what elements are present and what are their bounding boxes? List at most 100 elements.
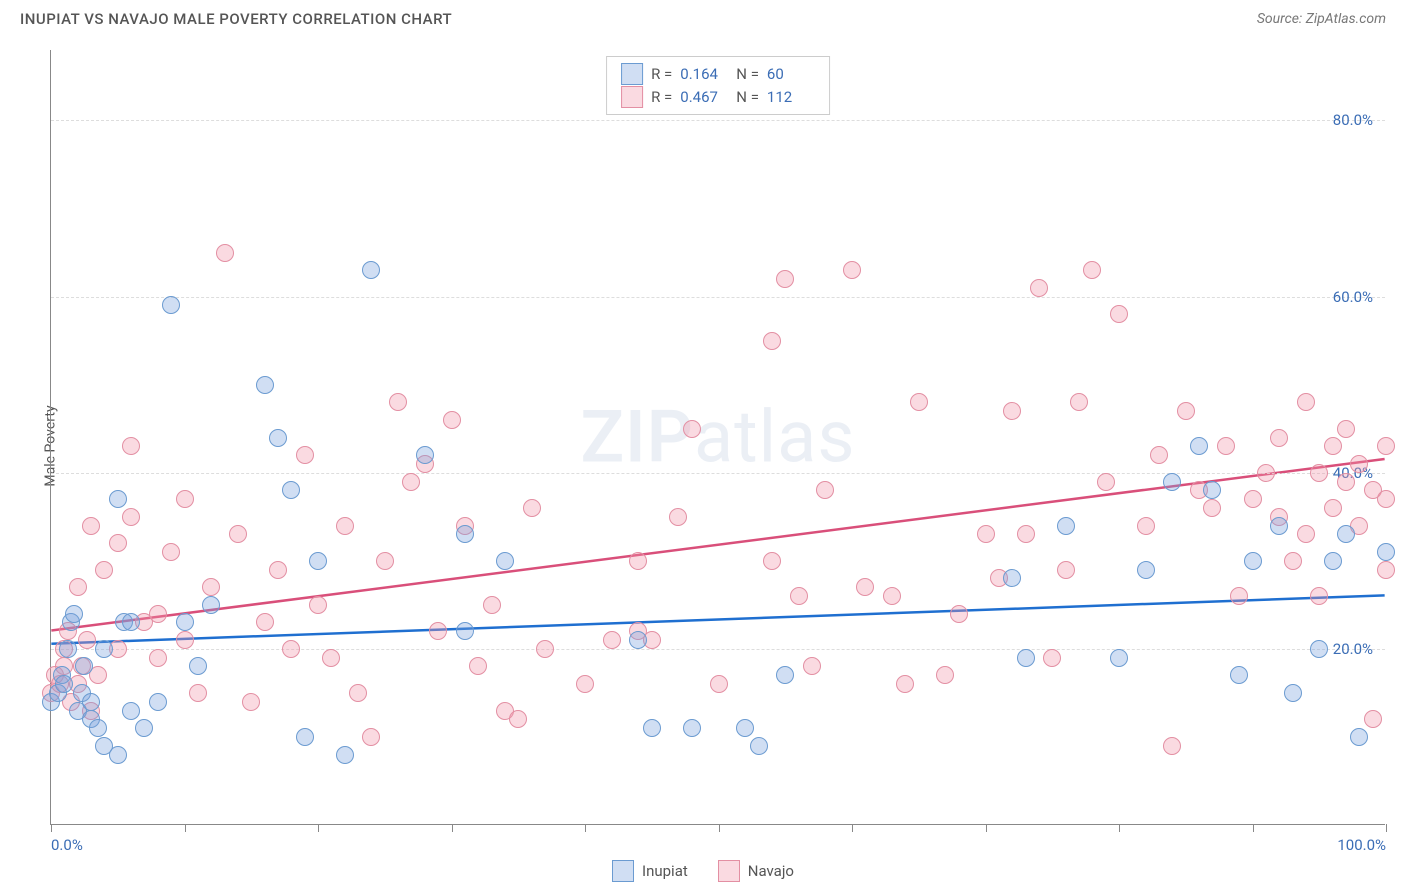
scatter-point-navajo [509,710,527,728]
scatter-point-inupiat [1230,666,1248,684]
scatter-point-inupiat [296,728,314,746]
scatter-point-navajo [1324,437,1342,455]
scatter-point-navajo [669,508,687,526]
scatter-point-inupiat [736,719,754,737]
scatter-point-navajo [269,561,287,579]
scatter-point-navajo [122,437,140,455]
scatter-point-inupiat [176,613,194,631]
scatter-point-inupiat [629,631,647,649]
scatter-point-navajo [977,525,995,543]
scatter-point-inupiat [776,666,794,684]
scatter-point-navajo [78,631,96,649]
scatter-point-navajo [910,393,928,411]
xtick [719,824,720,832]
series-legend: Inupiat Navajo [612,860,794,882]
scatter-point-navajo [122,508,140,526]
scatter-point-inupiat [1017,649,1035,667]
legend-label-inupiat: Inupiat [642,862,688,880]
scatter-point-inupiat [1377,543,1395,561]
scatter-point-inupiat [456,525,474,543]
scatter-point-inupiat [75,657,93,675]
xtick [185,824,186,832]
scatter-point-inupiat [1350,728,1368,746]
scatter-point-navajo [109,534,127,552]
scatter-point-navajo [1297,525,1315,543]
scatter-point-inupiat [1163,473,1181,491]
stats-row-navajo: R = 0.467 N = 112 [621,86,815,109]
scatter-point-navajo [1030,279,1048,297]
gridline-h [51,120,1385,121]
chart-title: INUPIAT VS NAVAJO MALE POVERTY CORRELATI… [20,10,452,28]
scatter-point-navajo [176,631,194,649]
scatter-point-navajo [1270,429,1288,447]
scatter-point-navajo [1350,455,1368,473]
scatter-point-navajo [816,481,834,499]
scatter-point-navajo [1364,710,1382,728]
scatter-point-inupiat [95,640,113,658]
gridline-h [51,473,1385,474]
scatter-point-inupiat [1110,649,1128,667]
scatter-point-inupiat [309,552,327,570]
scatter-point-navajo [1310,587,1328,605]
legend-item-inupiat: Inupiat [612,860,688,882]
scatter-point-inupiat [269,429,287,447]
scatter-point-navajo [483,596,501,614]
scatter-point-navajo [1070,393,1088,411]
scatter-point-navajo [1297,393,1315,411]
scatter-point-inupiat [1057,517,1075,535]
scatter-point-navajo [349,684,367,702]
xtick [585,824,586,832]
scatter-point-navajo [1110,305,1128,323]
scatter-point-navajo [176,490,194,508]
scatter-point-inupiat [65,605,83,623]
scatter-point-inupiat [89,719,107,737]
trendline-navajo [51,459,1384,631]
scatter-point-navajo [1097,473,1115,491]
scatter-point-inupiat [135,719,153,737]
scatter-point-navajo [896,675,914,693]
scatter-point-inupiat [750,737,768,755]
scatter-point-navajo [1244,490,1262,508]
scatter-point-navajo [1310,464,1328,482]
scatter-point-navajo [95,561,113,579]
scatter-point-inupiat [109,746,127,764]
scatter-point-navajo [402,473,420,491]
scatter-point-navajo [763,552,781,570]
scatter-point-inupiat [336,746,354,764]
scatter-point-navajo [629,552,647,570]
ytick-label: 60.0% [1333,288,1373,306]
swatch-inupiat [621,63,643,85]
scatter-point-navajo [362,728,380,746]
scatter-point-navajo [282,640,300,658]
scatter-point-navajo [856,578,874,596]
xtick [1386,824,1387,832]
scatter-point-navajo [296,446,314,464]
gridline-h [51,297,1385,298]
scatter-point-inupiat [109,490,127,508]
xtick [1253,824,1254,832]
scatter-point-navajo [202,578,220,596]
scatter-point-inupiat [1324,552,1342,570]
scatter-point-navajo [776,270,794,288]
scatter-point-navajo [336,517,354,535]
scatter-point-inupiat [59,640,77,658]
legend-swatch-navajo [718,860,740,882]
scatter-point-inupiat [643,719,661,737]
xtick [1119,824,1120,832]
scatter-point-navajo [536,640,554,658]
scatter-point-navajo [1177,402,1195,420]
scatter-point-navajo [1003,402,1021,420]
scatter-point-inupiat [1284,684,1302,702]
scatter-point-navajo [149,605,167,623]
scatter-point-navajo [1083,261,1101,279]
xtick [986,824,987,832]
scatter-point-navajo [1203,499,1221,517]
scatter-point-navajo [1137,517,1155,535]
scatter-point-navajo [803,657,821,675]
scatter-point-navajo [843,261,861,279]
ytick-label: 20.0% [1333,640,1373,658]
trendline-inupiat [51,595,1384,643]
scatter-point-navajo [523,499,541,517]
scatter-point-inupiat [282,481,300,499]
legend-item-navajo: Navajo [718,860,794,882]
